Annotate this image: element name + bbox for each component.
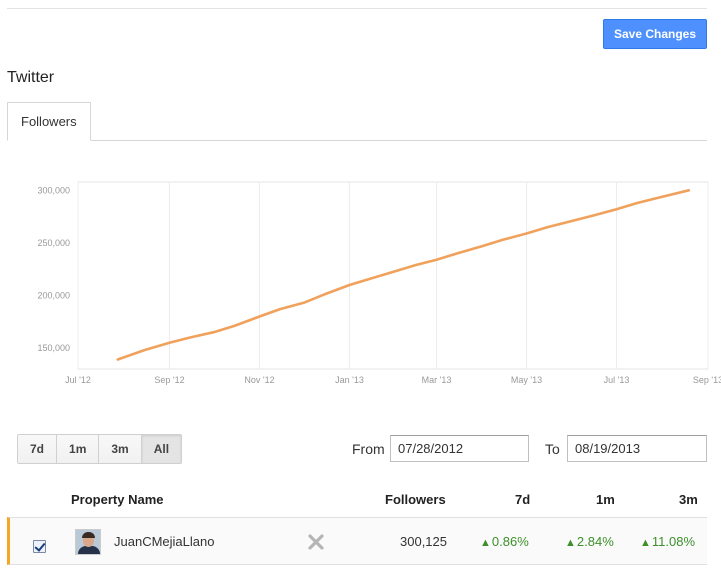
followers-series-line	[116, 188, 691, 361]
y-tick-label: 250,000	[37, 238, 70, 248]
header-3m[interactable]: 3m	[679, 492, 698, 507]
change-7d: ▲0.86%	[480, 534, 529, 549]
followers-line-chart: Jul '12 Sep '12 Nov '12 Jan '13 Mar '13 May '…	[37, 181, 721, 385]
triangle-up-icon: ▲	[480, 537, 491, 549]
x-tick-label: Sep '13	[693, 375, 721, 385]
header-followers[interactable]: Followers	[385, 492, 446, 507]
header-1m[interactable]: 1m	[596, 492, 615, 507]
change-1m: ▲2.84%	[565, 534, 614, 549]
to-label: To	[545, 441, 560, 457]
tab-followers[interactable]: Followers	[7, 102, 91, 141]
x-tick-label: Jan '13	[335, 375, 364, 385]
y-tick-label: 200,000	[37, 290, 70, 300]
to-date-input[interactable]	[567, 435, 707, 462]
row-checkbox[interactable]	[33, 540, 46, 553]
user-avatar	[75, 529, 101, 555]
x-tick-label: Mar '13	[422, 375, 452, 385]
top-divider	[7, 8, 707, 9]
range-all-button[interactable]: All	[141, 435, 182, 463]
followers-count: 300,125	[400, 534, 447, 549]
from-date-input[interactable]	[390, 435, 529, 462]
change-7d-value: 0.86%	[491, 534, 529, 549]
section-title: Twitter	[7, 69, 55, 86]
range-1m-button[interactable]: 1m	[57, 435, 100, 463]
range-7d-button[interactable]: 7d	[18, 435, 58, 463]
x-tick-label: May '13	[511, 375, 542, 385]
triangle-up-icon: ▲	[640, 537, 651, 549]
x-tick-label: Nov '12	[244, 375, 274, 385]
header-7d[interactable]: 7d	[515, 492, 531, 507]
tab-bar: Followers	[7, 102, 707, 141]
change-3m-value: 11.08%	[651, 534, 696, 549]
range-3m-button[interactable]: 3m	[99, 435, 142, 463]
header-property-name[interactable]: Property Name	[71, 492, 164, 507]
x-tick-label: Jul '13	[604, 375, 630, 385]
close-icon[interactable]	[307, 533, 325, 551]
y-tick-label: 300,000	[37, 185, 70, 195]
range-selector: 7d 1m 3m All	[17, 434, 183, 464]
change-1m-value: 2.84%	[576, 534, 614, 549]
save-changes-button[interactable]: Save Changes	[603, 19, 707, 49]
property-name: JuanCMejiaLlano	[114, 534, 215, 549]
y-tick-label: 150,000	[37, 343, 70, 353]
triangle-up-icon: ▲	[565, 537, 576, 549]
x-tick-label: Jul '12	[65, 375, 91, 385]
x-tick-label: Sep '12	[154, 375, 184, 385]
from-label: From	[352, 441, 385, 457]
table-row: JuanCMejiaLlano 300,125 ▲0.86% ▲2.84% ▲1…	[7, 517, 707, 565]
change-3m: ▲11.08%	[640, 534, 695, 549]
